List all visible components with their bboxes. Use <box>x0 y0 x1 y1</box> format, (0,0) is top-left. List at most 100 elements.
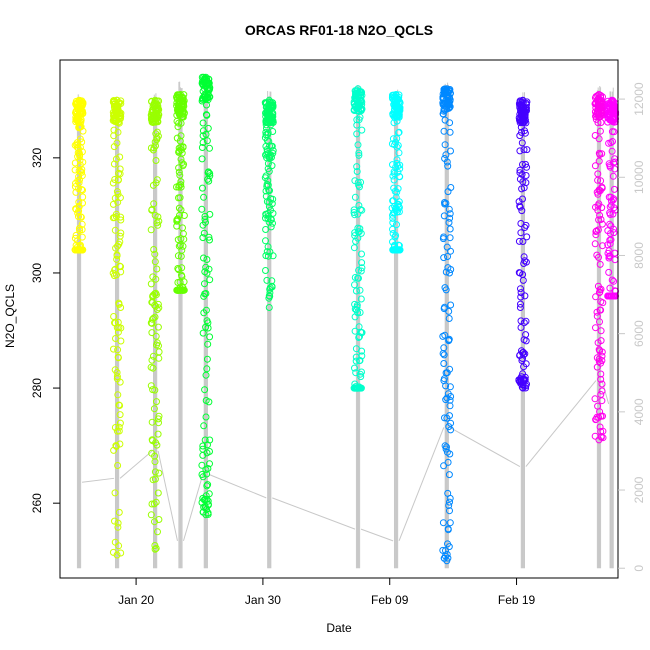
data-point <box>445 502 453 509</box>
data-point <box>607 222 615 230</box>
data-point <box>442 396 450 404</box>
data-point <box>440 94 448 102</box>
data-point <box>72 179 79 187</box>
data-point <box>446 365 454 373</box>
data-point <box>200 229 208 237</box>
data-point <box>115 508 123 516</box>
data-point <box>150 405 158 413</box>
data-point <box>266 292 274 300</box>
data-point <box>204 324 212 332</box>
data-point <box>113 188 121 196</box>
data-point <box>393 106 401 114</box>
data-point <box>175 168 183 176</box>
data-point <box>152 179 160 187</box>
data-point <box>597 327 605 335</box>
n2o-series-6 <box>261 96 277 311</box>
data-point <box>200 503 208 511</box>
n2o-series-11 <box>591 91 607 444</box>
y2-tick-label: 12000 <box>632 82 646 116</box>
data-point <box>152 332 160 340</box>
data-point <box>174 252 182 260</box>
data-point <box>604 104 612 112</box>
data-point <box>262 226 270 233</box>
data-point <box>150 144 158 152</box>
data-point <box>595 216 603 224</box>
data-point <box>74 105 82 113</box>
data-point <box>267 216 275 223</box>
data-point <box>593 308 601 316</box>
data-point <box>110 114 118 122</box>
data-point <box>116 238 124 246</box>
data-point <box>78 246 86 254</box>
data-point <box>389 110 397 118</box>
data-point <box>389 172 397 180</box>
data-point <box>147 511 155 519</box>
data-point <box>75 207 83 215</box>
data-point <box>445 205 453 213</box>
n2o-series-8 <box>388 91 404 254</box>
data-point <box>114 462 122 469</box>
data-point <box>592 293 600 301</box>
data-point <box>597 337 605 345</box>
data-point <box>151 518 158 526</box>
data-point <box>358 88 366 96</box>
data-point <box>206 276 214 284</box>
altitude-transit-1 <box>81 477 115 483</box>
data-point <box>204 175 212 183</box>
data-point <box>389 230 397 237</box>
data-point <box>113 255 121 263</box>
data-point <box>439 546 447 554</box>
data-point <box>177 132 185 140</box>
data-point <box>71 234 79 242</box>
data-point <box>605 268 613 276</box>
data-point <box>393 188 401 196</box>
data-point <box>604 292 612 300</box>
data-point <box>591 162 599 170</box>
data-point <box>352 287 360 295</box>
data-point <box>205 177 213 185</box>
data-point <box>110 446 118 454</box>
data-point <box>155 412 163 420</box>
n2o-series-7 <box>350 85 366 392</box>
data-point <box>445 307 453 315</box>
data-point <box>204 124 212 132</box>
data-point <box>199 119 207 127</box>
data-point <box>153 398 160 406</box>
y-tick-label: 260 <box>30 493 44 513</box>
data-point <box>517 378 525 386</box>
data-point <box>351 177 359 185</box>
data-point <box>267 206 274 214</box>
data-point <box>109 179 117 187</box>
data-point <box>269 219 276 227</box>
data-point <box>592 113 600 121</box>
data-point-max <box>608 96 616 104</box>
data-point <box>439 350 447 357</box>
data-point <box>114 318 122 326</box>
data-point <box>109 269 117 277</box>
data-point <box>154 528 161 536</box>
data-point <box>351 281 358 289</box>
data-point <box>72 188 80 196</box>
data-point <box>202 130 210 138</box>
data-point <box>75 173 83 181</box>
data-point <box>443 414 451 422</box>
data-point <box>521 292 529 300</box>
data-point <box>394 111 402 119</box>
data-point <box>357 295 365 303</box>
data-point <box>443 101 451 109</box>
data-point <box>154 430 162 438</box>
data-point <box>520 184 528 192</box>
data-point <box>263 198 271 206</box>
data-point <box>396 173 403 180</box>
n2o-series-4 <box>173 91 188 294</box>
data-point <box>596 127 604 135</box>
data-point <box>516 169 524 177</box>
data-point <box>114 176 122 184</box>
data-point <box>117 229 125 237</box>
data-point <box>608 276 616 284</box>
data-point-min <box>519 384 527 392</box>
data-point <box>179 143 187 151</box>
data-point <box>262 267 269 274</box>
data-point <box>605 139 613 147</box>
data-point <box>593 227 601 235</box>
